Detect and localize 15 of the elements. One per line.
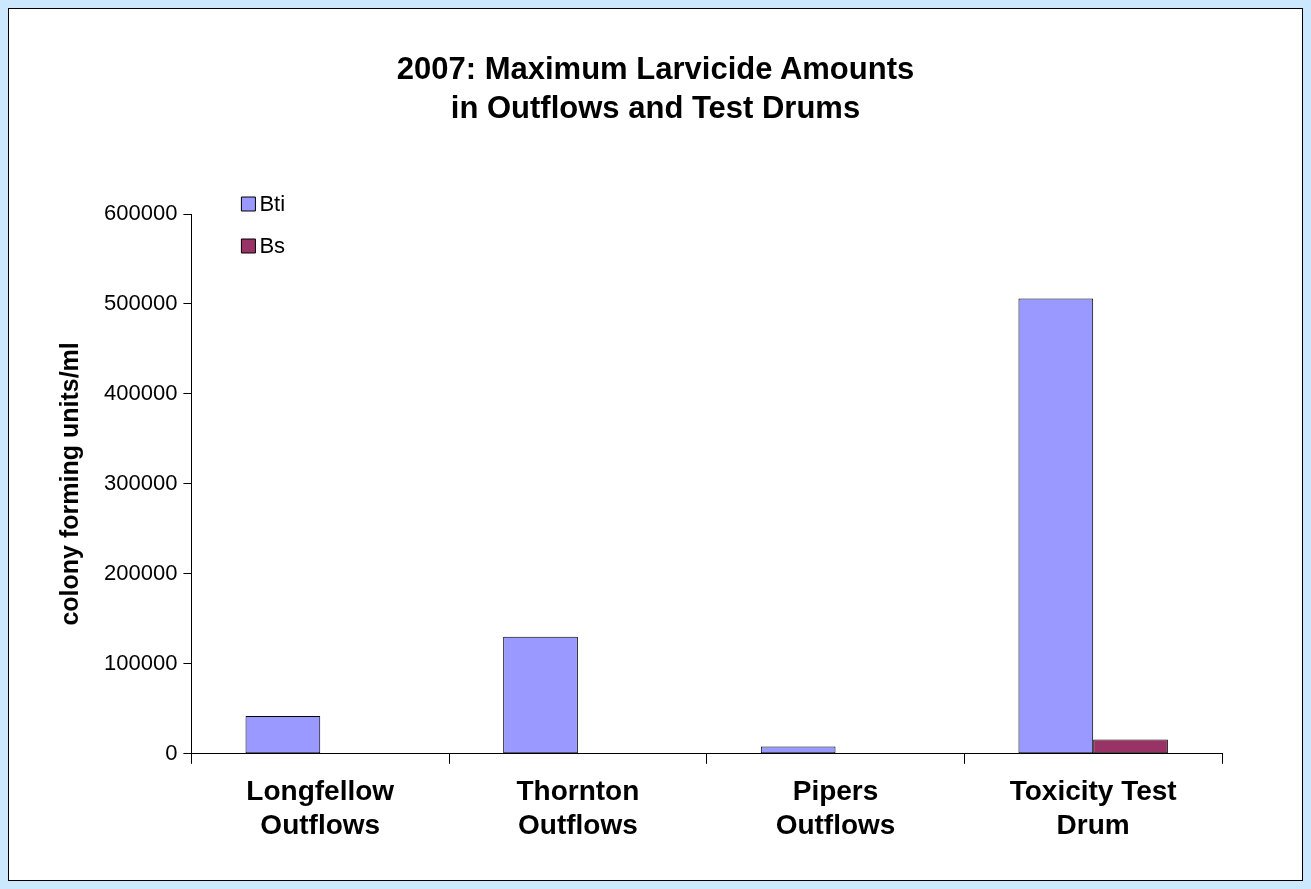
- legend-label: Bti: [259, 191, 286, 217]
- legend-label: Bs: [259, 233, 286, 259]
- y-axis-title: colony forming units/ml: [54, 342, 83, 626]
- chart-title: 2007: Maximum Larvicide Amounts in Outflows and Test Drums: [395, 50, 916, 127]
- y-tick-label: 200000: [103, 559, 178, 585]
- y-tick-label: 0: [165, 739, 178, 765]
- x-tick-label: Longfellow Outflows: [246, 775, 395, 840]
- y-tick-label: 600000: [103, 200, 178, 226]
- x-tick-label: Pipers Outflows: [775, 775, 896, 840]
- y-tick-label: 100000: [103, 649, 178, 675]
- x-tick-label: Thornton Outflows: [516, 775, 640, 840]
- y-tick-label: 300000: [103, 469, 178, 495]
- y-tick-label: 400000: [103, 380, 178, 405]
- y-tick-label: 500000: [103, 290, 178, 316]
- x-tick-label: Toxicity Test Drum: [1009, 775, 1177, 840]
